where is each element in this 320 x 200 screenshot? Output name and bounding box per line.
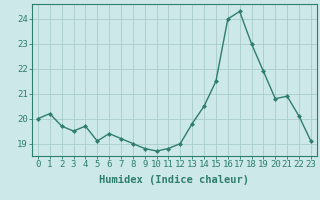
X-axis label: Humidex (Indice chaleur): Humidex (Indice chaleur) (100, 175, 249, 185)
